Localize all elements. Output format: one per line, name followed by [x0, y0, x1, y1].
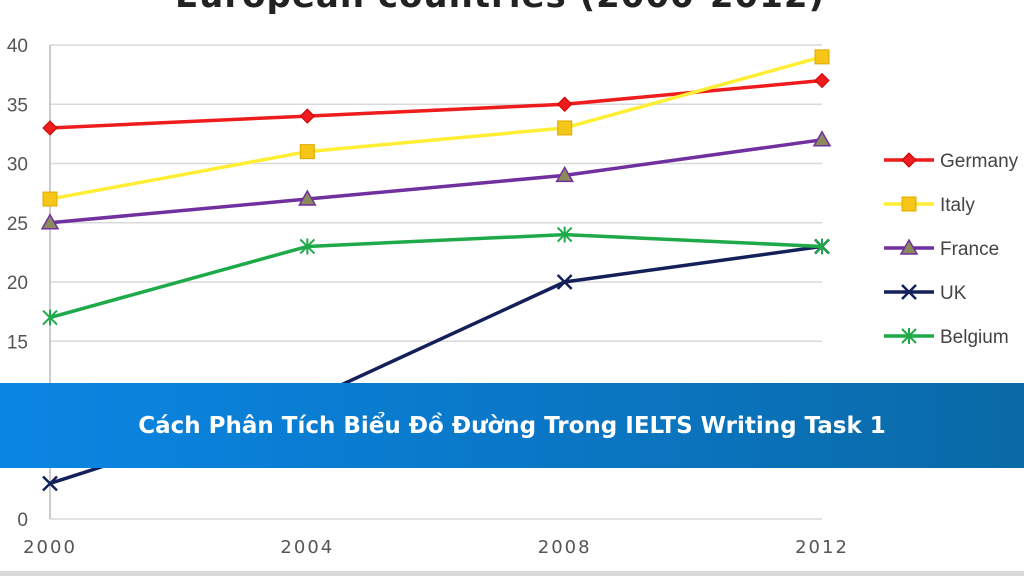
y-tick-label: 25: [7, 214, 28, 235]
data-point: [42, 191, 58, 207]
x-tick-label: 2000: [23, 537, 77, 558]
legend-marker: [901, 196, 917, 212]
y-tick-label: 35: [7, 95, 28, 116]
legend-item: Germany: [884, 151, 1019, 172]
legend-label: France: [940, 239, 999, 260]
data-point: [299, 238, 316, 255]
series-italy: [42, 49, 830, 207]
legend-marker: [901, 328, 917, 344]
legend-item: France: [884, 238, 999, 260]
data-point: [42, 309, 58, 326]
legend-marker: [899, 238, 919, 255]
data-point: [556, 96, 573, 112]
data-point: [557, 120, 573, 136]
data-point: [299, 144, 315, 160]
data-point: [42, 120, 58, 136]
y-tick-label: 30: [7, 155, 28, 176]
x-tick-label: 2012: [795, 537, 849, 558]
series-france: [40, 130, 832, 230]
legend-label: Germany: [940, 151, 1019, 172]
legend-marker: [901, 152, 917, 168]
data-point: [42, 475, 58, 492]
bottom-border: [0, 571, 1024, 576]
series-line: [49, 55, 823, 201]
series-belgium: [42, 226, 830, 326]
data-point: [555, 165, 574, 183]
legend-item: Belgium: [884, 327, 1009, 348]
legend-label: Belgium: [940, 327, 1009, 348]
series-line: [49, 232, 823, 320]
x-tick-label: 2008: [538, 537, 592, 558]
data-point: [814, 49, 830, 65]
data-point: [299, 108, 316, 124]
legend-item: UK: [884, 283, 967, 304]
data-point: [556, 226, 573, 243]
y-tick-label: 40: [7, 36, 28, 57]
y-tick-label: 0: [17, 510, 28, 531]
legend-label: UK: [940, 283, 967, 304]
series-line: [49, 138, 823, 225]
legend-marker: [901, 284, 917, 300]
legend-item: Italy: [884, 195, 975, 216]
legend-label: Italy: [940, 195, 975, 216]
banner-text: Cách Phân Tích Biểu Đồ Đường Trong IELTS…: [138, 412, 886, 439]
data-point: [814, 238, 830, 255]
data-point: [40, 213, 60, 230]
data-point: [814, 72, 830, 89]
data-point: [556, 274, 573, 290]
x-tick-label: 2004: [280, 537, 334, 558]
y-tick-label: 15: [7, 332, 28, 353]
data-point: [812, 130, 832, 147]
data-point: [298, 189, 317, 206]
title-banner: Cách Phân Tích Biểu Đồ Đường Trong IELTS…: [0, 383, 1024, 468]
y-tick-label: 20: [7, 273, 28, 294]
chart-title: European countries (2000-2012): [0, 0, 1000, 16]
